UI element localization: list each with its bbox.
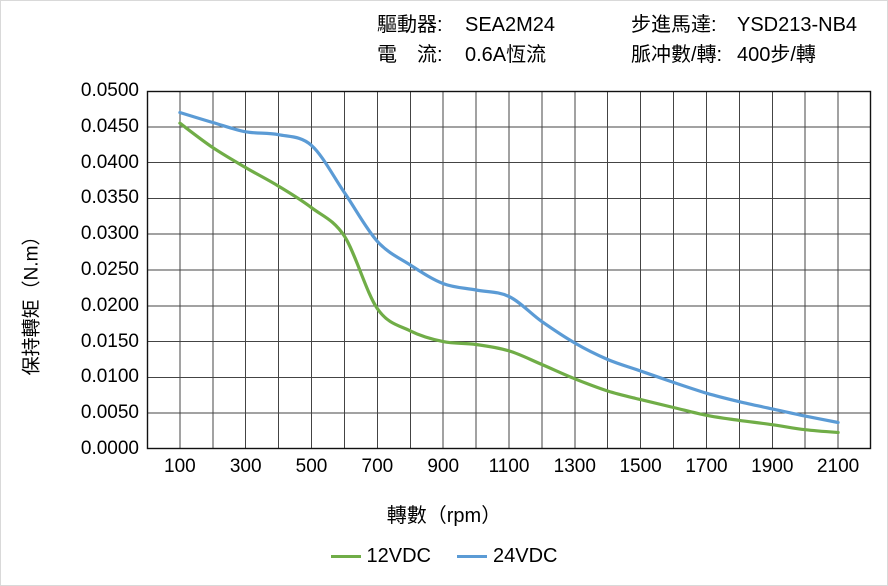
y-tick-label: 0.0450 (80, 115, 139, 137)
y-tick-label: 0.0150 (80, 330, 139, 352)
legend-item-12vdc: 12VDC (330, 545, 431, 568)
motor-row: 步進馬達: YSD213-NB4 (631, 10, 857, 40)
current-row: 電 流: 0.6A恆流 (377, 40, 555, 70)
y-tick-label: 0.0400 (80, 151, 139, 173)
x-tick-label: 700 (361, 456, 394, 477)
y-tick-label: 0.0500 (80, 80, 139, 101)
pulses-row: 脈冲數/轉: 400步/轉 (631, 40, 857, 70)
y-tick-label: 0.0200 (80, 294, 139, 316)
motor-label: 步進馬達: (631, 14, 717, 36)
driver-row: 驅動器: SEA2M24 (377, 10, 555, 40)
x-tick-label: 1500 (619, 456, 662, 477)
x-tick-label: 1300 (553, 456, 596, 477)
x-tick-label: 2100 (816, 456, 860, 477)
x-tick-label: 1900 (751, 456, 794, 477)
legend-item-24vdc: 24VDC (457, 545, 557, 568)
y-tick-label: 0.0000 (80, 438, 139, 459)
y-tick-label: 0.0100 (80, 366, 139, 388)
x-tick-label: 1700 (685, 456, 728, 477)
legend-label: 24VDC (493, 545, 558, 567)
x-tick-label: 100 (164, 456, 196, 477)
y-tick-label: 0.0250 (80, 259, 139, 280)
series-line-24vdc (178, 110, 840, 425)
plot-border (146, 90, 872, 450)
legend-line-icon (457, 555, 487, 558)
x-tick-label: 1100 (488, 456, 530, 477)
series-line-12vdc (178, 121, 840, 435)
legend-line-icon (330, 555, 361, 558)
x-axis-title: 轉數（rpm） (386, 505, 502, 527)
y-tick-label: 0.0050 (80, 402, 139, 424)
header-right: 步進馬達: YSD213-NB4 脈冲數/轉: 400步/轉 (631, 10, 857, 70)
pulses-value: 400步/轉 (737, 44, 816, 66)
x-tick-label: 500 (295, 456, 328, 477)
pulses-label: 脈冲數/轉: (631, 44, 723, 66)
y-tick-label: 0.0350 (80, 187, 139, 209)
header-left: 驅動器: SEA2M24 電 流: 0.6A恆流 (377, 10, 555, 70)
driver-label: 驅動器: (377, 14, 443, 36)
current-value: 0.6A恆流 (465, 44, 547, 66)
y-tick-label: 0.0300 (80, 223, 139, 245)
legend-label: 12VDC (366, 545, 431, 567)
motor-value: YSD213-NB4 (737, 14, 858, 36)
legend: 12VDC 24VDC (1, 545, 887, 568)
driver-value: SEA2M24 (465, 14, 556, 36)
current-label: 電 流: (377, 44, 443, 66)
plot-area (146, 90, 872, 450)
x-tick-label: 900 (427, 456, 460, 477)
torque-curve-chart (146, 90, 872, 450)
x-tick-label: 300 (229, 456, 262, 477)
